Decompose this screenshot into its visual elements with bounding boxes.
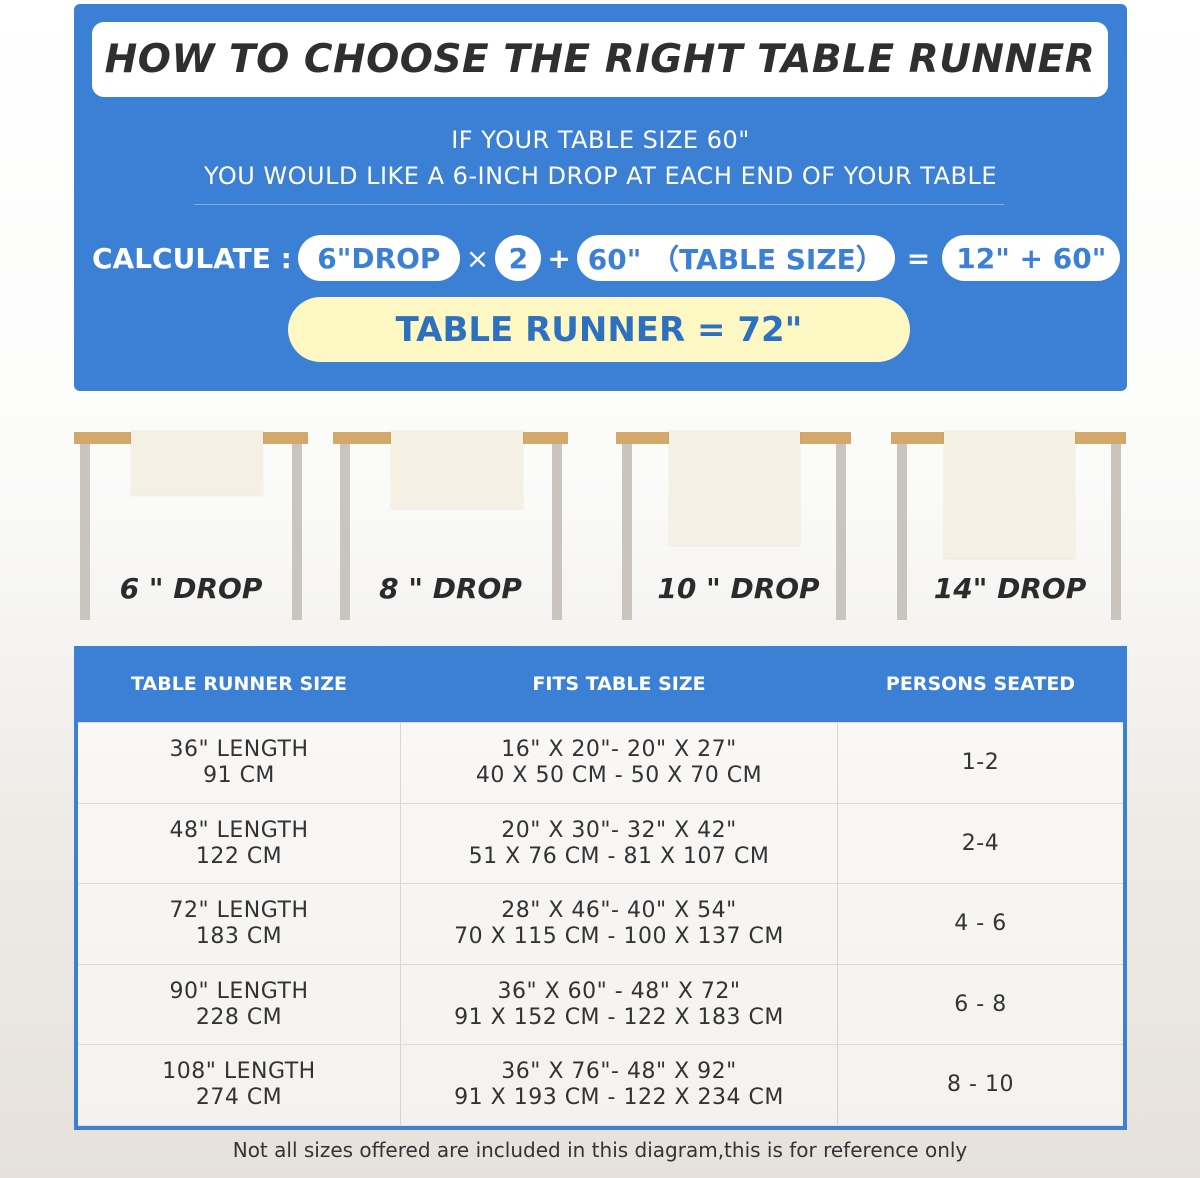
fits-inches: 28" X 46"- 40" X 54" (501, 898, 737, 923)
result-pill: TABLE RUNNER = 72" (288, 297, 910, 362)
header-runner-size: TABLE RUNNER SIZE (131, 673, 347, 695)
calculation-panel: HOW TO CHOOSE THE RIGHT TABLE RUNNER IF … (74, 4, 1127, 391)
table-leg (836, 444, 846, 620)
persons-cell: 8 - 10 (947, 1072, 1014, 1097)
table-header: TABLE RUNNER SIZE FITS TABLE SIZE PERSON… (78, 646, 1123, 722)
runner-size-cell: 108" LENGTH 274 CM (78, 1045, 400, 1125)
intro-line-1: IF YOUR TABLE SIZE 60" (451, 126, 750, 154)
fits-cm: 51 X 76 CM - 81 X 107 CM (468, 843, 770, 869)
fits-size-cell: 20" X 30"- 32" X 42" 51 X 76 CM - 81 X 10… (400, 803, 838, 884)
table-row: 48" LENGTH 122 CM 20" X 30"- 32" X 42" 51 … (78, 802, 1123, 884)
table-leg (1111, 444, 1121, 620)
runner-size-cell: 90" LENGTH 228 CM (78, 965, 400, 1045)
table-leg (80, 444, 90, 620)
fits-inches: 16" X 20"- 20" X 27" (501, 737, 737, 762)
multiplier-pill: 2 (495, 235, 542, 281)
table-row: 72" LENGTH 183 CM 28" X 46"- 40" X 54" 70 … (78, 883, 1123, 964)
fits-inches: 36" X 60" - 48" X 72" (497, 978, 741, 1004)
fits-size-cell: 16" X 20"- 20" X 27" 40 X 50 CM - 50 X 70… (400, 723, 838, 803)
runner-6-drop (131, 430, 263, 495)
table-leg (897, 444, 907, 620)
table-size-pill: 60" （TABLE SIZE） (576, 235, 895, 281)
divider (194, 204, 1004, 205)
page-title: HOW TO CHOOSE THE RIGHT TABLE RUNNER (92, 22, 1108, 97)
drop-label: 8 " DROP (379, 572, 522, 605)
table-row: 36" LENGTH 91 CM 16" X 20"- 20" X 27" 40 X… (78, 722, 1123, 803)
length-inches: 48" LENGTH (169, 817, 309, 843)
length-cm: 91 CM (203, 763, 275, 788)
fits-size-cell: 28" X 46"- 40" X 54" 70 X 115 CM - 100 X … (400, 884, 838, 964)
length-inches: 108" LENGTH (162, 1059, 316, 1084)
table-leg (622, 444, 632, 620)
table-leg (340, 444, 350, 620)
table-leg (292, 444, 302, 620)
equals-sign: = (906, 241, 931, 275)
runner-size-cell: 72" LENGTH 183 CM (78, 884, 400, 964)
persons-cell: 2-4 (961, 830, 1000, 856)
runner-10-drop (669, 430, 800, 545)
drop-pill: 6"DROP (297, 235, 460, 281)
length-inches: 90" LENGTH (169, 978, 309, 1004)
drop-label: 14" DROP (933, 572, 1087, 605)
calculation-row: CALCULATE : 6"DROP × 2 + 60" （TABLE SIZE… (92, 233, 1121, 283)
table-row: 90" LENGTH 228 CM 36" X 60" - 48" X 72" 91… (78, 963, 1123, 1045)
runner-8-drop (391, 430, 523, 508)
fits-size-cell: 36" X 60" - 48" X 72" 91 X 152 CM - 122 X… (400, 964, 838, 1045)
persons-cell: 1-2 (961, 750, 1000, 775)
persons-cell: 4 - 6 (954, 911, 1007, 936)
header-persons-seated: PERSONS SEATED (885, 673, 1076, 695)
length-inches: 72" LENGTH (169, 898, 309, 923)
length-cm: 122 CM (195, 843, 283, 869)
times-sign: × (465, 241, 490, 275)
calculate-label: CALCULATE : (92, 241, 292, 275)
size-table: TABLE RUNNER SIZE FITS TABLE SIZE PERSON… (74, 646, 1127, 1130)
table-leg (552, 444, 562, 620)
runner-size-cell: 36" LENGTH 91 CM (78, 723, 400, 803)
fits-cm: 40 X 50 CM - 50 X 70 CM (475, 763, 763, 788)
fits-cm: 70 X 115 CM - 100 X 137 CM (454, 924, 784, 949)
length-cm: 183 CM (195, 924, 283, 949)
drop-label: 10 " DROP (657, 572, 820, 605)
drop-label: 6 " DROP (119, 572, 263, 605)
fits-cm: 91 X 152 CM - 122 X 183 CM (454, 1004, 784, 1030)
table-row: 108" LENGTH 274 CM 36" X 76"- 48" X 92" 91… (78, 1044, 1123, 1125)
sum-pill: 12" + 60" (942, 235, 1121, 281)
intro-line-2: YOU WOULD LIKE A 6-INCH DROP AT EACH END… (204, 162, 997, 190)
fits-inches: 20" X 30"- 32" X 42" (501, 817, 737, 843)
fits-size-cell: 36" X 76"- 48" X 92" 91 X 193 CM - 122 X … (400, 1045, 838, 1125)
fits-cm: 91 X 193 CM - 122 X 234 CM (454, 1085, 784, 1110)
length-cm: 274 CM (195, 1085, 283, 1110)
length-cm: 228 CM (195, 1004, 283, 1030)
persons-cell: 6 - 8 (954, 991, 1007, 1017)
length-inches: 36" LENGTH (169, 737, 309, 762)
fits-inches: 36" X 76"- 48" X 92" (501, 1059, 737, 1084)
footnote: Not all sizes offered are included in th… (232, 1138, 968, 1162)
runner-14-drop (944, 430, 1075, 558)
plus-sign: + (547, 241, 571, 275)
header-fits-table-size: FITS TABLE SIZE (532, 673, 706, 695)
runner-size-cell: 48" LENGTH 122 CM (78, 804, 400, 884)
